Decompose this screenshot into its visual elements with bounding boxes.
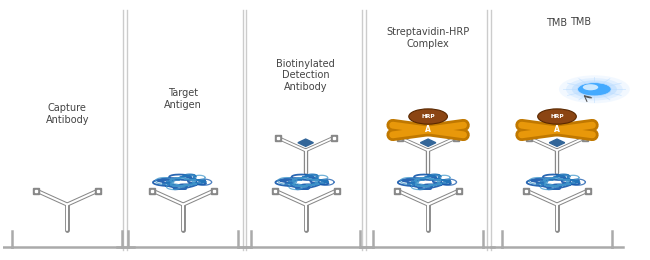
Circle shape bbox=[566, 78, 623, 100]
Text: Streptavidin-HRP
Complex: Streptavidin-HRP Complex bbox=[387, 27, 470, 49]
Text: Capture
Antibody: Capture Antibody bbox=[46, 103, 89, 125]
Polygon shape bbox=[421, 139, 436, 146]
Polygon shape bbox=[298, 139, 313, 146]
Circle shape bbox=[572, 80, 617, 98]
Text: Target
Antigen: Target Antigen bbox=[164, 88, 202, 110]
Text: HRP: HRP bbox=[550, 114, 564, 119]
Text: TMB: TMB bbox=[570, 17, 591, 27]
Text: A: A bbox=[554, 125, 560, 134]
Text: A: A bbox=[425, 125, 431, 134]
Text: Biotinylated
Detection
Antibody: Biotinylated Detection Antibody bbox=[276, 59, 335, 92]
Circle shape bbox=[578, 83, 611, 96]
Circle shape bbox=[559, 75, 630, 103]
Circle shape bbox=[409, 109, 447, 124]
Circle shape bbox=[583, 84, 598, 90]
Text: TMB: TMB bbox=[547, 18, 567, 28]
Circle shape bbox=[538, 109, 577, 124]
Text: HRP: HRP bbox=[421, 114, 435, 119]
Polygon shape bbox=[549, 139, 565, 146]
